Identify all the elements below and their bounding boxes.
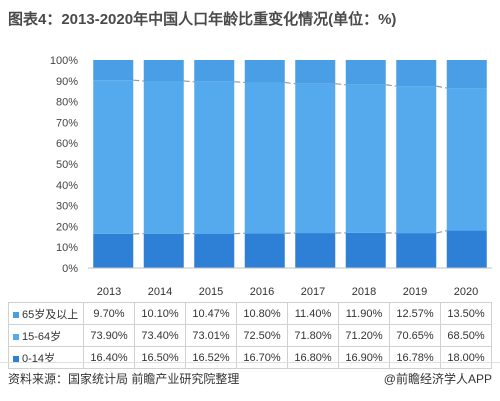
connector-line (385, 84, 397, 87)
data-label: 16.78% (389, 346, 441, 369)
source-note: 资料来源：国家统计局 前瞻产业研究院整理 (8, 372, 240, 386)
x-tick-label: 2019 (402, 286, 428, 298)
y-tick-label: 90% (56, 76, 78, 88)
series-label: 65岁及以上 (8, 302, 84, 325)
data-label: 16.90% (338, 346, 390, 369)
x-tick-label: 2013 (96, 286, 122, 298)
connector-line (436, 229, 447, 234)
x-tick-label: 2018 (351, 286, 377, 298)
bar-segment (295, 233, 336, 268)
data-label: 70.65% (389, 324, 441, 347)
bar-segment (244, 82, 285, 234)
data-label: 10.10% (134, 302, 186, 325)
connector-line (234, 81, 245, 84)
legend-swatch (13, 311, 19, 318)
y-tick-label: 60% (56, 138, 78, 150)
bar-segment (93, 233, 134, 268)
connector-line (436, 85, 447, 89)
x-tick-label: 2014 (147, 286, 173, 298)
connector-line (133, 79, 144, 82)
bar-segment (396, 233, 437, 268)
data-label: 10.80% (236, 302, 288, 325)
bar-segment (345, 60, 386, 85)
footer-divider (0, 362, 500, 363)
data-label: 71.20% (338, 324, 390, 347)
series-label: 0-14岁 (8, 346, 84, 369)
y-tick-label: 50% (56, 159, 78, 171)
connector-line (335, 83, 346, 86)
bar-segment (396, 86, 437, 234)
y-tick-label: 0% (62, 263, 78, 275)
series-name: 65岁及以上 (22, 308, 79, 321)
chart-title: 图表4：2013-2020年中国人口年龄比重变化情况(单位：%) (8, 11, 397, 28)
bar-segment (396, 60, 437, 87)
y-tick-label: 100% (50, 55, 78, 67)
data-label: 16.80% (287, 346, 339, 369)
y-tick-label: 30% (56, 201, 78, 213)
bar-segment (295, 83, 336, 234)
data-label: 16.52% (185, 346, 237, 369)
data-label: 16.50% (134, 346, 186, 369)
data-label: 73.90% (83, 324, 135, 347)
bar-segment (446, 230, 487, 268)
bar-segment (345, 84, 386, 233)
data-label: 16.40% (83, 346, 135, 369)
legend-swatch (13, 333, 19, 340)
data-label: 72.50% (236, 324, 288, 347)
x-tick-label: 2020 (453, 286, 479, 298)
data-label: 16.70% (236, 346, 288, 369)
bar-segment (93, 60, 134, 81)
data-label: 9.70% (83, 302, 135, 325)
x-tick-label: 2016 (249, 286, 275, 298)
bar-segment (143, 81, 184, 234)
data-label: 13.50% (440, 302, 492, 325)
connector-line (284, 81, 296, 85)
bar-segment (446, 60, 487, 89)
bar-segment (244, 60, 285, 83)
table-row: 0-14岁 16.40% 16.50% 16.52% 16.70% 16.80% 16.90… (8, 346, 492, 369)
data-label: 71.80% (287, 324, 339, 347)
brand-label: @前瞻经济学人APP (383, 372, 492, 386)
y-tick-label: 70% (56, 117, 78, 129)
data-table: 2013 2014 2015 2016 2017 2018 2019 2020 65岁及以上 9.… (8, 282, 492, 369)
bar-segment (143, 233, 184, 268)
year-header-row: 2013 2014 2015 2016 2017 2018 2019 2020 (9, 282, 492, 303)
bar-segment (143, 60, 184, 82)
data-label: 11.40% (287, 302, 339, 325)
table-row: 65岁及以上 9.70% 10.10% 10.47% 10.80% 11.40% 11.90… (8, 302, 492, 325)
y-tick-label: 80% (56, 97, 78, 109)
stacked-bar-chart: 0% 10% 20% 30% 40% 50% 60% 70% 80% 90% 100% (50, 55, 492, 275)
bar-segment (446, 88, 487, 231)
data-label: 11.90% (338, 302, 390, 325)
legend-swatch (13, 355, 19, 362)
bar-segment (345, 232, 386, 268)
data-label: 10.47% (185, 302, 237, 325)
table-row: 15-64岁 73.90% 73.40% 73.01% 72.50% 71.80% 71.2… (8, 324, 492, 347)
data-label: 68.50% (440, 324, 492, 347)
y-tick-label: 10% (56, 242, 78, 254)
bar-segment (295, 60, 336, 84)
series-label: 15-64岁 (8, 324, 84, 347)
series-name: 15-64岁 (22, 330, 62, 343)
x-tick-label: 2017 (300, 286, 326, 298)
bar-segment (93, 80, 134, 234)
data-label: 18.00% (440, 346, 492, 369)
bar-segment (194, 60, 235, 82)
y-tick-label: 20% (56, 221, 78, 233)
bar-segment (194, 81, 235, 234)
series-name: 0-14岁 (22, 352, 56, 365)
connector-line (183, 80, 195, 83)
x-tick-label: 2015 (198, 286, 224, 298)
data-label: 73.01% (185, 324, 237, 347)
data-label: 12.57% (389, 302, 441, 325)
bar-segment (244, 233, 285, 268)
data-label: 73.40% (134, 324, 186, 347)
header-blank-cell (9, 282, 84, 303)
bar-segment (194, 233, 235, 268)
y-tick-label: 40% (56, 180, 78, 192)
